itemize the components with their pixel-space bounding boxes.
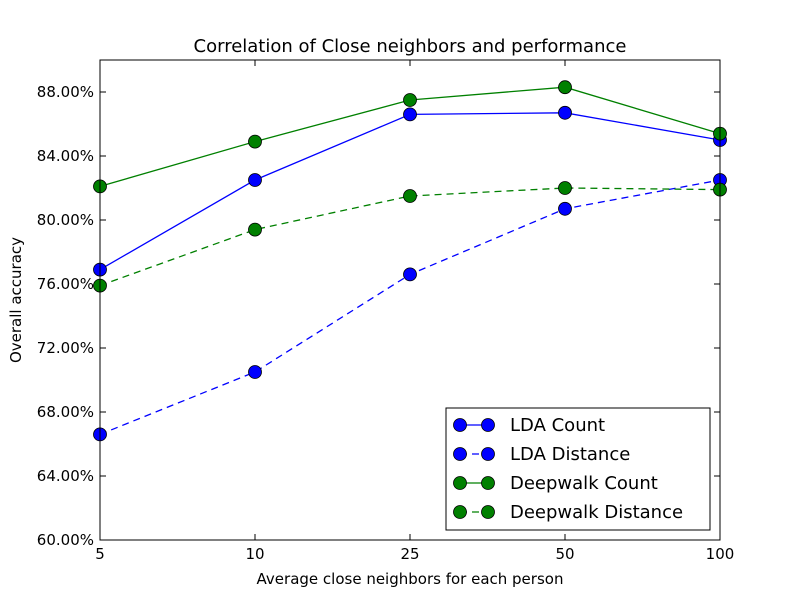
data-point (558, 181, 572, 195)
y-tick-label: 88.00% (37, 83, 94, 101)
data-point (248, 173, 262, 187)
y-tick-label: 72.00% (37, 339, 94, 357)
legend-label: Deepwalk Count (510, 473, 658, 494)
data-point (248, 222, 262, 237)
legend-marker (481, 418, 495, 432)
x-tick-label: 25 (400, 545, 419, 563)
y-tick-label: 60.00% (37, 531, 94, 549)
legend-label: LDA Count (510, 415, 605, 436)
legend-marker (481, 505, 495, 519)
data-point (403, 93, 417, 107)
legend-label: LDA Distance (510, 444, 630, 465)
legend: LDA Count LDA Distance Deepwalk Count Deepw… (445, 407, 711, 531)
data-point (248, 365, 262, 379)
x-axis-label: Average close neighbors for each person (257, 570, 564, 588)
x-tick-label: 100 (706, 545, 735, 563)
legend-marker (481, 447, 495, 461)
x-tick-label: 10 (245, 545, 264, 563)
data-point (558, 201, 572, 216)
y-tick-label: 76.00% (37, 275, 94, 293)
y-tick-label: 64.00% (37, 467, 94, 485)
data-point (403, 267, 417, 282)
legend-marker (453, 505, 467, 519)
legend-marker (453, 418, 467, 432)
plot-frame (99, 59, 721, 541)
data-point (558, 80, 572, 95)
legend-marker (453, 447, 467, 461)
legend-marker (453, 476, 467, 490)
x-tick-label: 50 (555, 545, 574, 563)
axis-ticks: 5 10 25 50 100 60.00% 64.00% 68.00% 72.00% 76.00%… (37, 60, 735, 563)
y-tick-label: 80.00% (37, 211, 94, 229)
legend-marker (481, 476, 495, 490)
data-point (403, 189, 417, 203)
data-point (403, 107, 417, 122)
series-line-4 (99, 187, 721, 287)
y-tick-label: 68.00% (37, 403, 94, 421)
x-tick-label: 5 (95, 545, 105, 563)
y-tick-label: 84.00% (37, 147, 94, 165)
data-point (248, 134, 262, 149)
data-point (558, 105, 572, 120)
y-axis-label: Overall accuracy (7, 237, 25, 363)
legend-label: Deepwalk Distance (510, 502, 683, 523)
chart-title: Correlation of Close neighbors and perfo… (194, 36, 627, 57)
